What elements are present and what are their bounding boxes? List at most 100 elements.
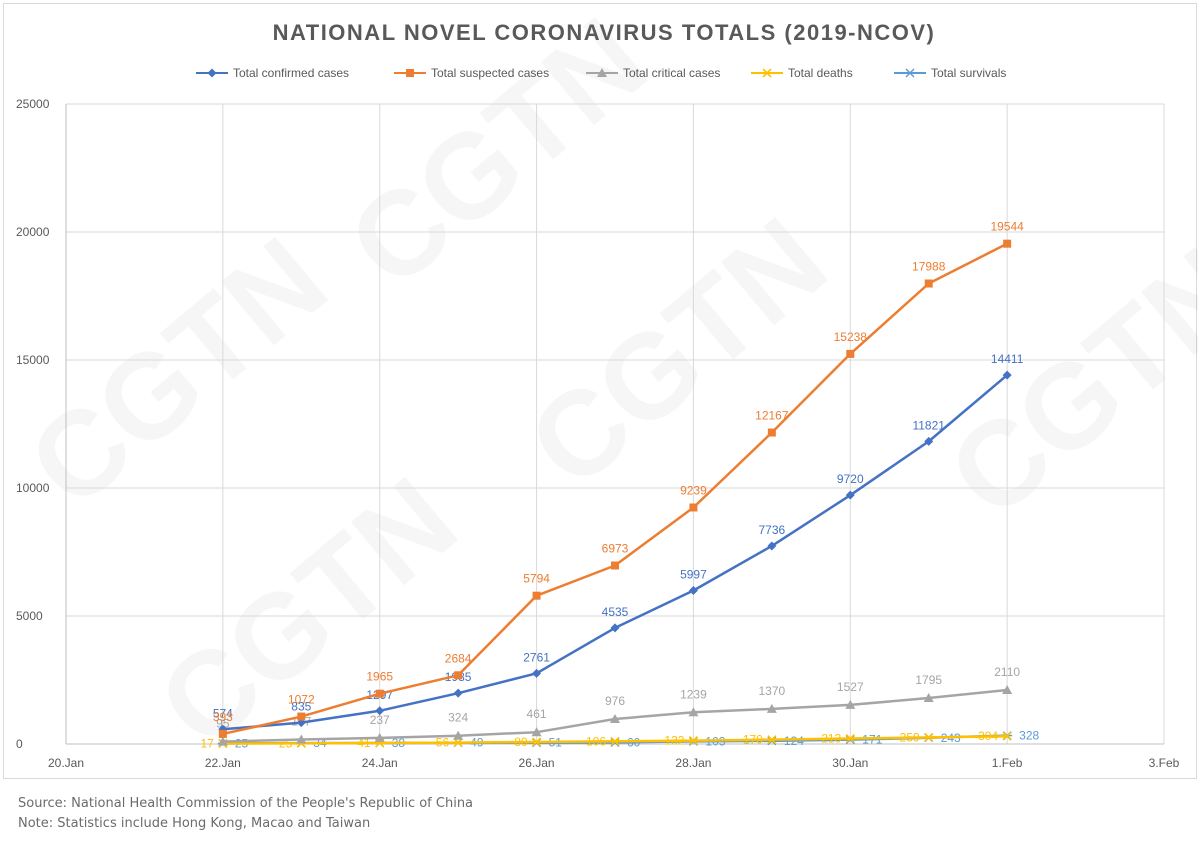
source-note: Source: National Health Commission of th… bbox=[18, 796, 474, 811]
x-tick-label: 28.Jan bbox=[675, 756, 711, 770]
data-label-confirmed: 4535 bbox=[602, 605, 629, 619]
data-label-suspected: 1072 bbox=[288, 693, 315, 707]
chart-title: NATIONAL NOVEL CORONAVIRUS TOTALS (2019-… bbox=[273, 20, 936, 45]
data-label-deaths: 132 bbox=[664, 734, 684, 748]
x-tick-label: 26.Jan bbox=[519, 756, 555, 770]
data-point-confirmed bbox=[532, 668, 542, 678]
data-label-suspected: 2684 bbox=[445, 651, 472, 665]
data-label-suspected: 9239 bbox=[680, 483, 707, 497]
legend-label: Total deaths bbox=[788, 66, 853, 80]
x-tick-label: 3.Feb bbox=[1149, 756, 1180, 770]
data-point-critical bbox=[296, 734, 307, 744]
data-point-deaths bbox=[767, 735, 777, 745]
data-label-suspected: 15238 bbox=[834, 330, 868, 344]
data-point-suspected bbox=[611, 561, 619, 570]
data-point-confirmed bbox=[924, 436, 934, 446]
data-point-confirmed bbox=[1002, 370, 1012, 380]
data-point-critical bbox=[845, 699, 856, 709]
data-label-survivals: 171 bbox=[862, 733, 882, 747]
data-point-confirmed bbox=[688, 585, 698, 595]
data-point-suspected bbox=[1003, 239, 1012, 248]
y-tick-label: 20000 bbox=[16, 225, 50, 239]
data-label-suspected: 1965 bbox=[366, 670, 393, 684]
legend-marker-star bbox=[905, 68, 915, 78]
watermark-text: CGTN bbox=[324, 4, 671, 313]
data-point-suspected bbox=[767, 428, 776, 437]
data-label-suspected: 17988 bbox=[912, 260, 946, 274]
data-point-suspected bbox=[924, 279, 933, 288]
watermark-text: CGTN bbox=[924, 222, 1198, 543]
data-point-suspected bbox=[689, 503, 698, 512]
data-label-survivals: 328 bbox=[1019, 729, 1039, 743]
axes: 0 5000 10000 15000 20000 25000 20.Jan 22.Jan 24.… bbox=[16, 97, 1180, 770]
data-label-confirmed: 2761 bbox=[523, 650, 550, 664]
watermark-text: CGTN bbox=[4, 212, 351, 533]
y-tick-label: 5000 bbox=[16, 609, 43, 623]
data-point-deaths bbox=[453, 738, 463, 748]
data-point-critical bbox=[766, 703, 777, 713]
legend-label: Total suspected cases bbox=[431, 66, 549, 80]
data-label-deaths: 170 bbox=[743, 733, 763, 747]
data-label-deaths: 25 bbox=[279, 736, 293, 750]
data-point-deaths bbox=[532, 737, 542, 747]
legend-marker-square bbox=[406, 69, 414, 77]
data-point-suspected bbox=[454, 671, 463, 680]
data-point-deaths bbox=[924, 732, 934, 742]
legend-item-deaths: Total deaths bbox=[751, 66, 853, 80]
data-label-suspected: 19544 bbox=[990, 220, 1024, 234]
legend-marker-x bbox=[762, 68, 772, 78]
data-point-confirmed bbox=[375, 706, 385, 716]
x-tick-label: 1.Feb bbox=[992, 756, 1023, 770]
legend-item-confirmed: Total confirmed cases bbox=[196, 66, 349, 80]
data-label-confirmed: 14411 bbox=[991, 352, 1024, 366]
data-label-confirmed: 11821 bbox=[912, 418, 945, 432]
data-point-critical bbox=[923, 693, 934, 703]
data-label-survivals: 60 bbox=[627, 735, 641, 749]
data-label-critical: 95 bbox=[216, 717, 230, 731]
data-point-critical bbox=[374, 732, 385, 742]
x-tick-label: 22.Jan bbox=[205, 756, 241, 770]
legend-item-survivals: Total survivals bbox=[894, 66, 1006, 80]
data-label-confirmed: 574 bbox=[213, 706, 233, 720]
data-point-confirmed bbox=[767, 541, 777, 551]
data-label-deaths: 106 bbox=[586, 734, 606, 748]
data-label-critical: 976 bbox=[605, 694, 625, 708]
data-label-deaths: 56 bbox=[436, 736, 450, 750]
data-label-critical: 461 bbox=[527, 707, 547, 721]
data-label-deaths: 259 bbox=[900, 730, 920, 744]
data-label-confirmed: 7736 bbox=[759, 523, 786, 537]
data-label-critical: 2110 bbox=[994, 665, 1020, 679]
legend-marker-diamond bbox=[207, 68, 217, 78]
data-label-critical: 324 bbox=[448, 711, 468, 725]
data-point-suspected bbox=[375, 689, 384, 698]
data-label-confirmed: 835 bbox=[291, 700, 311, 714]
data-label-critical: 1239 bbox=[680, 687, 707, 701]
data-label-critical: 237 bbox=[370, 713, 390, 727]
data-label-confirmed: 5997 bbox=[680, 567, 707, 581]
legend-item-critical: Total critical cases bbox=[586, 66, 720, 80]
data-label-suspected: 5794 bbox=[523, 572, 550, 586]
data-point-critical bbox=[453, 730, 464, 740]
data-label-critical: 1795 bbox=[915, 673, 942, 687]
x-tick-label: 20.Jan bbox=[48, 756, 84, 770]
data-label-suspected: 6973 bbox=[602, 541, 629, 555]
legend-label: Total confirmed cases bbox=[233, 66, 349, 80]
chart-frame: CGTN CGTN CGTN CGTN CGTN NATIONAL NOVEL CORO… bbox=[3, 3, 1197, 779]
watermark-text: CGTN bbox=[504, 192, 851, 513]
data-point-critical bbox=[531, 727, 542, 737]
legend-label: Total critical cases bbox=[623, 66, 720, 80]
series-critical: 9517723732446197612391370152717952110 bbox=[216, 665, 1020, 746]
data-label-confirmed: 9720 bbox=[837, 472, 864, 486]
data-label-deaths: 304 bbox=[978, 729, 998, 743]
data-point-confirmed bbox=[845, 490, 855, 500]
series-deaths: 17 25 41 56 80 106 132 170 213 259 304 bbox=[200, 729, 1012, 751]
y-tick-label: 10000 bbox=[16, 481, 50, 495]
data-point-deaths bbox=[1002, 731, 1012, 741]
data-point-critical bbox=[1002, 684, 1013, 694]
legend-marker-triangle bbox=[597, 68, 607, 77]
data-label-critical: 1527 bbox=[837, 680, 864, 694]
y-tick-label: 0 bbox=[16, 737, 23, 751]
